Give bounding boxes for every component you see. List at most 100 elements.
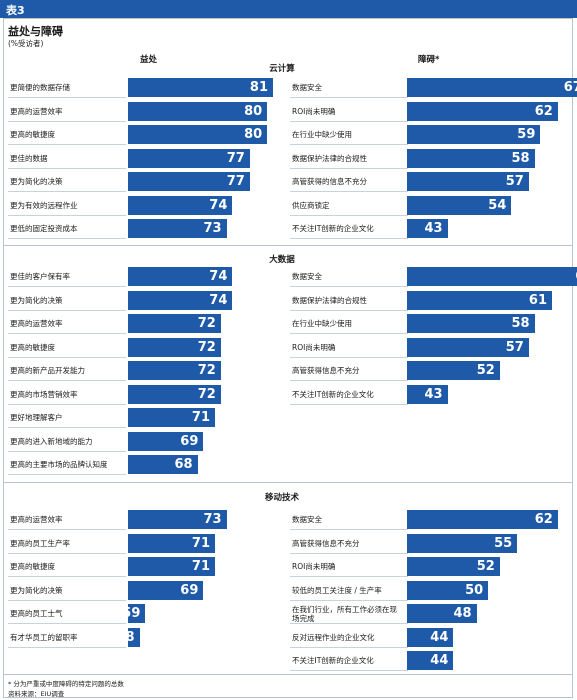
benefit-bar: 72 (128, 361, 221, 380)
benefit-label: 更高的主要市场的品牌认知度 (10, 460, 108, 469)
bar-value-label: 52 (476, 363, 495, 378)
barrier-bar: 43 (407, 219, 448, 238)
benefit-label: 有才华员工的留职率 (10, 632, 78, 642)
row-divider (290, 144, 408, 145)
row-divider (8, 333, 126, 334)
footnote: * 分为严重或中度障碍的特定问题的总数 (8, 680, 124, 688)
row-divider (290, 599, 408, 601)
row-divider (8, 167, 126, 169)
row-divider (8, 529, 126, 530)
row-divider (290, 238, 408, 239)
bar-value-label: 50 (465, 582, 484, 598)
row-divider (8, 646, 126, 648)
row-divider (290, 403, 408, 405)
barrier-label: 高管获得信息不充分 (292, 366, 360, 375)
barrier-bar: 52 (407, 557, 500, 576)
bar-value-label: 72 (197, 363, 216, 378)
benefit-bar: 80 (128, 125, 268, 144)
benefit-bar: 72 (128, 314, 221, 333)
bar-value-label: 62 (534, 103, 553, 119)
benefit-bar: 69 (128, 431, 204, 451)
row-divider (8, 599, 126, 601)
bar-value-label: 71 (191, 535, 210, 551)
bar-value-label: 69 (575, 268, 577, 285)
benefit-label: 更为简化的决策 (10, 177, 63, 186)
bar-value-label: 44 (430, 629, 449, 645)
benefit-label: 更高的市场营销效率 (10, 389, 78, 399)
row-divider (290, 623, 408, 624)
source-note: 资料来源：EIU调查 (8, 690, 65, 698)
barrier-label: 在行业中缺少使用 (292, 319, 352, 328)
barrier-label: ROI尚未明确 (292, 562, 336, 571)
section-title: 移动技术 (264, 493, 299, 503)
footnote-divider (4, 674, 572, 675)
barrier-bar: 57 (407, 337, 529, 357)
benefit-bar: 71 (128, 557, 215, 576)
barrier-label: 不关注IT创新的企业文化 (292, 224, 374, 233)
row-divider (290, 309, 408, 311)
row-divider (8, 623, 126, 624)
barrier-label: 在我们行业，所有工作必须在现场完成 (292, 605, 397, 623)
row-divider (290, 286, 408, 287)
bar-value-label: 62 (534, 512, 553, 527)
benefit-bar: 69 (128, 580, 204, 600)
benefit-bar: 71 (128, 408, 215, 427)
barrier-bar: 55 (407, 533, 518, 553)
barrier-label: 高管获得信息不充分 (292, 538, 360, 548)
bar-value-label: 59 (122, 606, 141, 621)
row-divider (290, 167, 408, 169)
row-divider (290, 214, 408, 216)
barrier-label: 数据安全 (292, 515, 322, 524)
barrier-label: 反对远程作业的企业文化 (292, 632, 375, 642)
bar-value-label: 73 (203, 221, 222, 236)
row-divider (8, 97, 126, 98)
benefit-label: 更低的固定投资成本 (10, 224, 78, 233)
benefit-bar: 59 (122, 604, 146, 623)
barrier-label: ROI尚未明确 (292, 342, 336, 352)
benefit-label: 更高的运营效率 (10, 106, 63, 116)
barrier-bar: 43 (407, 384, 448, 404)
bar-value-label: 77 (226, 174, 245, 189)
row-divider (8, 120, 126, 122)
row-divider (290, 529, 408, 530)
benefit-bar: 72 (128, 384, 221, 404)
bar-value-label: 52 (476, 559, 495, 574)
row-divider (8, 427, 126, 428)
bar-value-label: 67 (563, 80, 577, 95)
section-divider (4, 482, 572, 483)
barrier-bar: 62 (407, 510, 558, 529)
barrier-bar: 59 (407, 125, 541, 144)
benefit-label: 更高的敏捷度 (10, 342, 55, 352)
barrier-bar: 52 (407, 361, 500, 380)
bar-value-label: 77 (226, 150, 245, 166)
section-title: 云计算 (269, 64, 295, 74)
barrier-label: 在行业中缺少使用 (292, 130, 352, 139)
benefit-label: 更为有效的远程作业 (10, 200, 78, 210)
bar-value-label: 44 (430, 653, 449, 668)
barrier-bar: 48 (407, 604, 477, 623)
bar-value-label: 58 (511, 150, 530, 166)
table-label: 表3 (6, 4, 25, 17)
benefits-column-head: 益处 (140, 55, 158, 65)
row-divider (8, 576, 126, 577)
row-divider (8, 144, 126, 145)
row-divider (8, 309, 126, 311)
chart-frame (3, 18, 573, 698)
benefit-bar: 81 (128, 78, 273, 97)
bar-value-label: 72 (197, 316, 216, 331)
benefit-label: 更佳的客户保有率 (10, 272, 70, 281)
bar-value-label: 59 (517, 127, 536, 142)
bar-value-label: 68 (174, 457, 193, 472)
barrier-label: 数据保护法律的合规性 (292, 295, 367, 305)
barrier-label: 数据安全 (292, 83, 322, 92)
bar-value-label: 71 (191, 559, 210, 574)
bar-value-label: 74 (209, 292, 228, 308)
bar-value-label: 80 (244, 127, 263, 142)
bar-value-label: 57 (505, 339, 524, 355)
benefit-bar: 73 (128, 510, 227, 529)
bar-value-label: 69 (180, 433, 199, 449)
barrier-bar: 58 (407, 148, 535, 168)
bar-value-label: 55 (494, 535, 513, 551)
row-divider (8, 450, 126, 452)
row-divider (8, 552, 126, 554)
